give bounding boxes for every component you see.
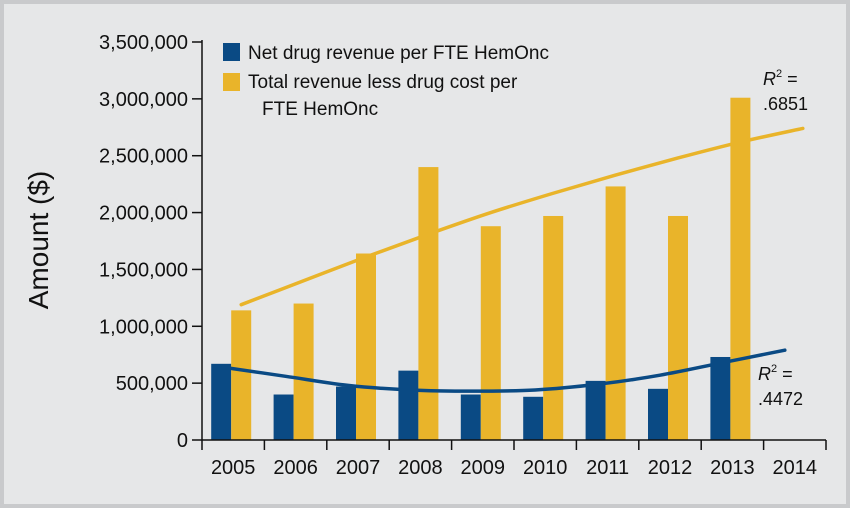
bar-total-revenue-2006 (293, 303, 314, 440)
y-tick-label-500000: 500,000 (116, 373, 188, 395)
r2-annotation-net-drug-revenue: R2 = .4472 (758, 363, 803, 409)
bar-net-drug-revenue-2006 (273, 394, 294, 440)
trendline-total-revenue (239, 126, 805, 307)
x-tick-label-2008: 2008 (398, 457, 443, 479)
r2-value-net-drug-revenue: .4472 (758, 389, 803, 409)
bar-net-drug-revenue-2012 (648, 388, 668, 440)
bars-group (211, 97, 751, 441)
legend-label-total-revenue-line1: Total revenue less drug cost per (248, 72, 518, 93)
bar-total-revenue-2010 (543, 215, 564, 440)
bar-total-revenue-2013 (730, 97, 751, 440)
x-tick-label-2014: 2014 (773, 457, 818, 479)
bar-total-revenue-2009 (480, 226, 501, 440)
x-tick-label-2011: 2011 (586, 457, 629, 479)
r2-label-total-revenue: R2 = (763, 68, 798, 89)
bar-net-drug-revenue-2010 (523, 396, 544, 440)
bar-net-drug-revenue-2009 (460, 394, 481, 440)
y-tick-label-0: 0 (177, 430, 188, 452)
legend-label-total-revenue-line2: FTE HemOnc (262, 99, 378, 120)
y-tick-label-1500000: 1,500,000 (99, 259, 188, 281)
x-tick-label-2009: 2009 (461, 457, 506, 479)
bar-total-revenue-2005 (231, 310, 252, 440)
bar-net-drug-revenue-2008 (398, 370, 419, 440)
r2-label-net-drug-revenue: R2 = (758, 363, 793, 384)
axes-group: 0 500,000 1,000,000 1,500,000 2,000,000 2,500… (99, 32, 827, 479)
legend: Net drug revenue per FTE HemOnc Total re… (223, 43, 549, 120)
y-tick-label-2000000: 2,000,000 (99, 203, 188, 225)
bar-total-revenue-2012 (668, 215, 688, 440)
x-tick-label-2007: 2007 (336, 457, 381, 479)
y-tick-label-2500000: 2,500,000 (99, 146, 188, 168)
legend-swatch-net-drug-revenue (223, 43, 240, 61)
bar-net-drug-revenue-2011 (585, 380, 606, 440)
bar-total-revenue-2011 (605, 186, 626, 440)
legend-label-net-drug-revenue: Net drug revenue per FTE HemOnc (248, 43, 549, 64)
r2-annotation-total-revenue: R2 = .6851 (763, 68, 808, 114)
bar-total-revenue-2008 (418, 167, 439, 441)
x-tick-label-2005: 2005 (211, 457, 256, 479)
r2-value-total-revenue: .6851 (763, 94, 808, 114)
y-tick-label-3500000: 3,500,000 (99, 32, 188, 54)
y-tick-label-1000000: 1,000,000 (99, 316, 188, 338)
trendline-net-drug-revenue (221, 348, 787, 393)
bar-net-drug-revenue-2005 (211, 363, 232, 440)
legend-swatch-total-revenue (223, 73, 240, 91)
x-tick-label-2013: 2013 (710, 457, 755, 479)
bar-net-drug-revenue-2013 (710, 356, 731, 440)
bar-net-drug-revenue-2007 (336, 386, 356, 440)
x-tick-label-2010: 2010 (523, 457, 568, 479)
x-tick-label-2006: 2006 (273, 457, 318, 479)
bar-total-revenue-2007 (356, 253, 376, 440)
x-tick-label-2012: 2012 (648, 457, 693, 479)
y-axis-title: Amount ($) (23, 171, 54, 310)
trendlines-group (221, 126, 805, 393)
y-tick-label-3000000: 3,000,000 (99, 89, 188, 111)
